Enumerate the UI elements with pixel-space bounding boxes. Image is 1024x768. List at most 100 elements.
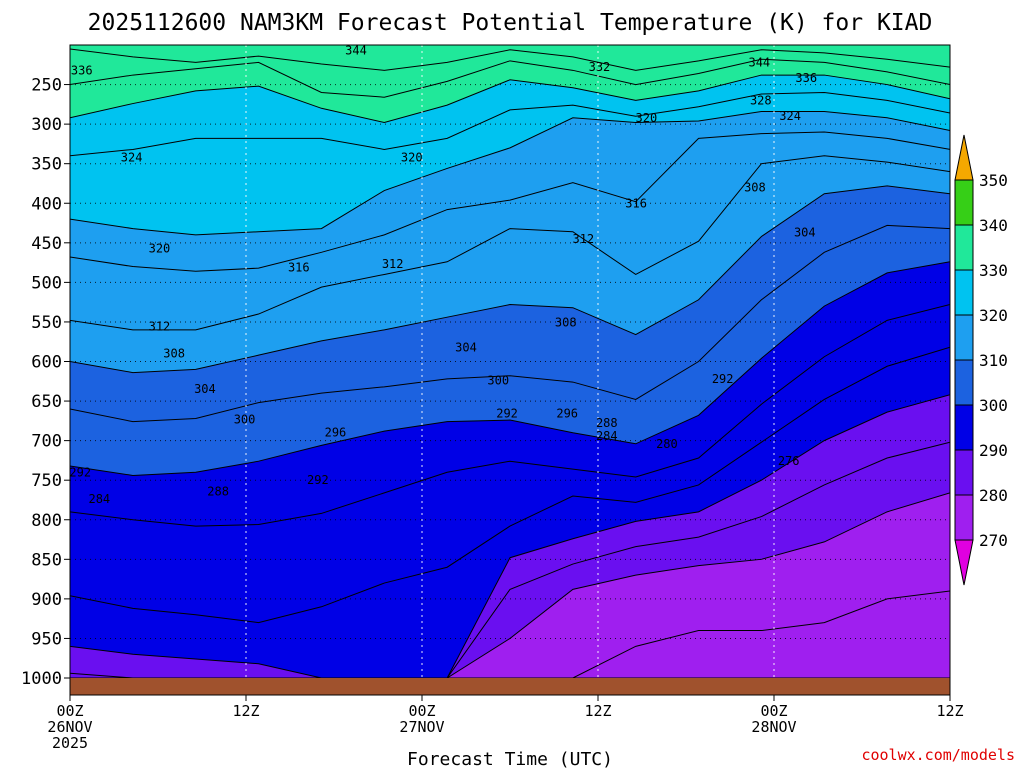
theta-band-296 — [70, 261, 950, 527]
contour-label: 308 — [555, 316, 577, 330]
isentrope-line-284 — [70, 441, 950, 678]
colorbar-max-extension — [954, 134, 974, 181]
contour-label: 320 — [636, 111, 658, 125]
x-tick-label: 12Z — [936, 702, 963, 720]
contour-label: 312 — [382, 257, 404, 271]
x-tick-label: 00Z — [56, 702, 83, 720]
theta-band-308 — [70, 155, 950, 373]
y-tick-label: 700 — [31, 432, 62, 452]
contour-label: 304 — [194, 382, 216, 396]
contour-label: 324 — [121, 150, 143, 164]
y-tick-label: 450 — [31, 234, 62, 254]
credit-text: coolwx.com/models — [861, 746, 1015, 764]
contour-label: 288 — [207, 484, 229, 498]
y-tick-label: 550 — [31, 313, 62, 333]
isentrope-line-316 — [70, 131, 950, 272]
theta-band-324 — [70, 75, 950, 156]
y-tick-label: 950 — [31, 629, 62, 649]
contour-label: 280 — [656, 437, 678, 451]
colorbar-segment — [954, 224, 974, 271]
x-tick-label: 28NOV — [751, 718, 796, 736]
y-tick-label: 750 — [31, 471, 62, 491]
colorbar-label: 340 — [979, 216, 1008, 235]
colorbar-segment — [954, 404, 974, 451]
colorbar-legend: 270 280 290 300 310 320 330 340 350 — [954, 134, 1008, 586]
contour-label: 336 — [71, 63, 93, 77]
y-tick-label: 500 — [31, 273, 62, 293]
contour-label: 312 — [149, 320, 171, 334]
colorbar-segment — [954, 494, 974, 541]
contour-label: 304 — [455, 340, 477, 354]
colorbar-segment — [954, 179, 974, 226]
isentrope-line-332 — [70, 58, 950, 98]
contour-labels: 344 336 332 344 336 328 324 320 324 320 316 308 312 3… — [69, 44, 817, 507]
contour-label: 316 — [288, 260, 310, 274]
colorbar-min-extension — [954, 539, 974, 586]
isentrope-line-296 — [70, 304, 950, 527]
x-tick-label: 00Z — [408, 702, 435, 720]
isentrope-line-320 — [70, 110, 950, 236]
colorbar-label: 310 — [979, 351, 1008, 370]
colorbar-label: 330 — [979, 261, 1008, 280]
plot-area: 344 336 332 344 336 328 324 320 324 320 316 308 312 3… — [69, 44, 951, 696]
theta-band-312 — [70, 132, 950, 330]
isentrope-lines — [70, 48, 950, 678]
contour-label: 312 — [572, 232, 594, 246]
chart-title: 2025112600 NAM3KM Forecast Potential Tem… — [88, 10, 933, 36]
y-tick-label: 250 — [31, 76, 62, 96]
contour-label: 320 — [149, 241, 171, 255]
isentrope-line-300 — [70, 261, 950, 476]
x-tick-label: 00Z — [760, 702, 787, 720]
contour-label: 296 — [556, 407, 578, 421]
y-tick-label: 850 — [31, 550, 62, 570]
colorbar-label: 280 — [979, 486, 1008, 505]
grid — [70, 45, 950, 678]
theta-band-338 — [70, 45, 950, 71]
contour-label: 284 — [88, 492, 110, 506]
contour-label: 288 — [596, 416, 618, 430]
colorbar-label: 320 — [979, 306, 1008, 325]
theta-band-332 — [70, 48, 950, 98]
theta-band-300 — [70, 225, 950, 476]
y-tick-label: 800 — [31, 511, 62, 531]
y-tick-label: 300 — [31, 115, 62, 135]
x-tick-label: 2025 — [52, 734, 88, 752]
contour-label: 292 — [712, 372, 734, 386]
colorbar-label: 350 — [979, 171, 1008, 190]
theta-band-320 — [70, 92, 950, 235]
contour-label: 292 — [496, 407, 518, 421]
y-tick-label: 600 — [31, 353, 62, 373]
contour-label: 344 — [345, 44, 367, 58]
x-tick-label: 26NOV — [47, 718, 92, 736]
contour-label: 320 — [401, 150, 423, 164]
isentrope-line-276 — [70, 590, 950, 678]
contour-label: 344 — [748, 55, 770, 69]
contour-label: 276 — [778, 454, 800, 468]
x-tick-label: 12Z — [232, 702, 259, 720]
contour-label: 292 — [307, 473, 329, 487]
theta-band-328 — [70, 59, 950, 123]
isentrope-line-312 — [70, 155, 950, 331]
x-axis-label: Forecast Time (UTC) — [407, 749, 613, 768]
theta-band-316 — [70, 111, 950, 272]
theta-band-288 — [70, 347, 950, 678]
colorbar-segment — [954, 269, 974, 316]
isentrope-line-308 — [70, 185, 950, 374]
contour-label: 336 — [795, 71, 817, 85]
isentrope-line-288 — [70, 394, 950, 678]
y-tick-label: 350 — [31, 155, 62, 175]
y-tick-label: 650 — [31, 392, 62, 412]
isentrope-line-304 — [70, 224, 950, 423]
y-axis: 250 300 350 400 450 500 550 600 650 700 750 800 850 9… — [21, 76, 70, 689]
contour-label: 332 — [589, 60, 611, 74]
colorbar-label: 290 — [979, 441, 1008, 460]
terrain-ground — [70, 678, 950, 695]
contour-label: 308 — [744, 180, 766, 194]
contour-label: 300 — [487, 373, 509, 387]
contour-label: 324 — [779, 109, 801, 123]
x-tick-label: 12Z — [584, 702, 611, 720]
contour-label: 308 — [163, 347, 185, 361]
contour-label: 316 — [625, 196, 647, 210]
